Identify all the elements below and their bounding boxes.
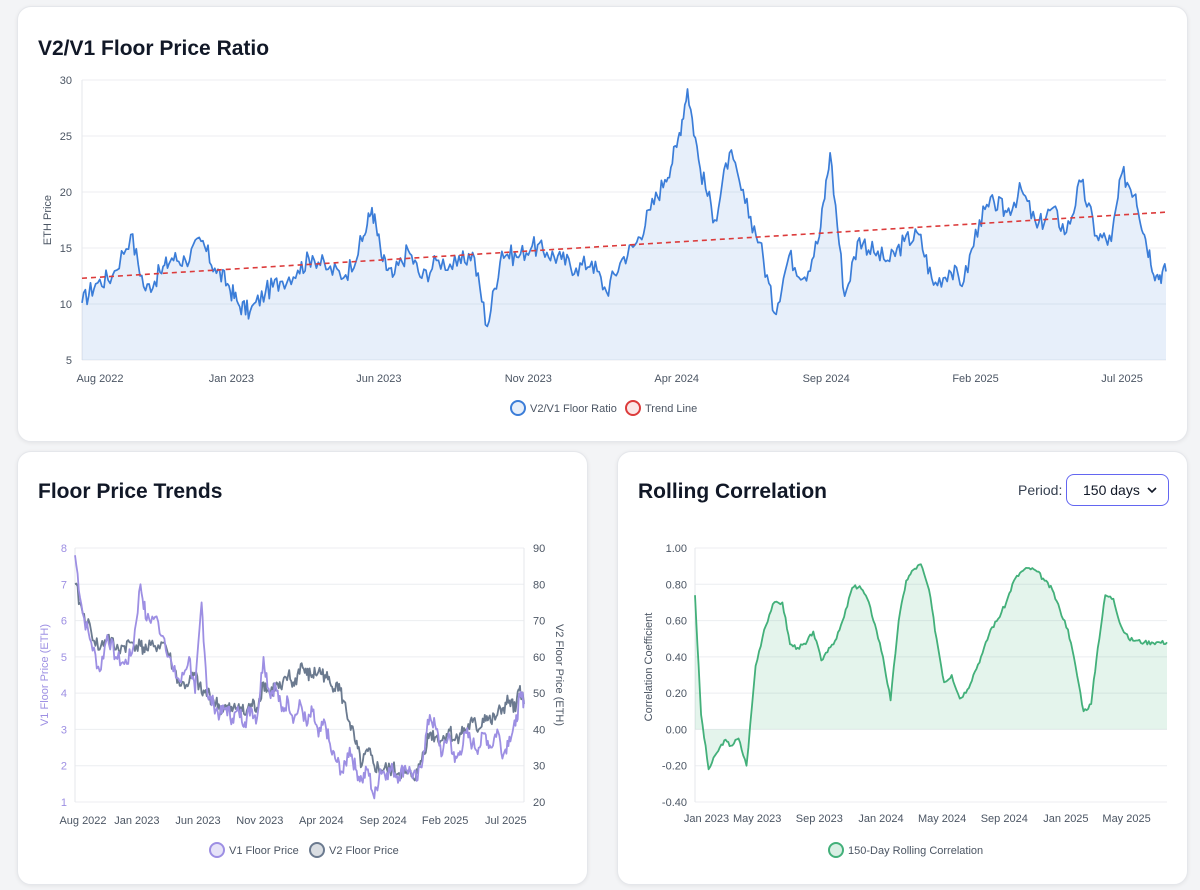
ratio-y-tick: 10 xyxy=(60,299,72,311)
ratio-y-tick: 20 xyxy=(60,187,72,199)
trends-y-tick-left: 6 xyxy=(61,616,67,628)
corr-area xyxy=(695,564,1167,770)
trends-x-tick: Jun 2023 xyxy=(175,815,220,827)
corr-y-tick: -0.40 xyxy=(662,797,687,809)
trends-x-tick: Aug 2022 xyxy=(59,815,106,827)
corr-x-tick: Jan 2025 xyxy=(1043,813,1088,825)
trend-legend-item-label: Trend Line xyxy=(645,403,697,415)
corr-x-tick: Jan 2024 xyxy=(858,813,903,825)
ratio-chart-title: V2/V1 Floor Price Ratio xyxy=(38,37,270,60)
corr-legend-item-swatch xyxy=(828,842,844,858)
chevron-down-icon xyxy=(1147,487,1157,494)
corr-y-tick: 0.20 xyxy=(666,688,687,700)
v1-legend-item-label: V1 Floor Price xyxy=(229,845,299,857)
trends-y-tick-left: 3 xyxy=(61,724,67,736)
ratio-y-tick: 30 xyxy=(60,75,72,87)
corr-y-tick: -0.20 xyxy=(662,761,687,773)
trend-legend-item-swatch xyxy=(625,400,641,416)
trends-y-tick-right: 70 xyxy=(533,616,545,628)
corr-x-tick: May 2025 xyxy=(1102,813,1150,825)
ratio-card: V2/V1 Floor Price Ratio 5 10 15 20 25 30 Aug 2… xyxy=(17,6,1188,442)
trends-y-tick-right: 90 xyxy=(533,543,545,555)
trends-y-tick-left: 1 xyxy=(61,797,67,809)
trends-y-tick-right: 30 xyxy=(533,761,545,773)
ratio-series-line xyxy=(81,88,1167,328)
corr-x-tick: May 2024 xyxy=(918,813,966,825)
corr-y-tick: 0.60 xyxy=(666,616,687,628)
corr-x-tick: Sep 2023 xyxy=(796,813,843,825)
ratio-x-tick: Nov 2023 xyxy=(505,373,552,385)
corr-y-tick: 0.40 xyxy=(666,652,687,664)
ratio-trend-line xyxy=(81,211,1167,280)
ratio-legend-item-label: V2/V1 Floor Ratio xyxy=(530,403,617,415)
correlation-card: Rolling Correlation Period: 150 days -0.… xyxy=(617,451,1188,885)
corr-x-tick: Jan 2023 xyxy=(684,813,729,825)
corr-series-line xyxy=(694,563,1168,771)
trends-y-tick-left: 7 xyxy=(61,579,67,591)
trends-x-tick: Apr 2024 xyxy=(299,815,344,827)
period-select[interactable]: 150 days xyxy=(1066,474,1169,506)
corr-y-axis-label: Correlation Coefficient xyxy=(643,613,655,722)
trends-y-axis-label-left: V1 Floor Price (ETH) xyxy=(39,624,51,726)
corr-x-tick: Sep 2024 xyxy=(981,813,1028,825)
ratio-x-tick: Apr 2024 xyxy=(654,373,699,385)
ratio-y-axis-label: ETH Price xyxy=(42,195,54,245)
trends-x-tick: Feb 2025 xyxy=(422,815,468,827)
period-label: Period: xyxy=(1018,482,1063,498)
trends-chart: 1 20 2 30 3 40 4 50 5 60 6 70 7 80 8 90 Aug 2022 Jan 2023… xyxy=(39,543,565,858)
ratio-area xyxy=(82,89,1166,360)
v2-series-line xyxy=(74,582,525,782)
ratio-x-tick: Sep 2024 xyxy=(803,373,850,385)
trends-y-tick-left: 4 xyxy=(61,688,67,700)
corr-y-tick: 0.00 xyxy=(666,724,687,736)
corr-y-tick: 1.00 xyxy=(666,543,687,555)
trends-card: Floor Price Trends 1 20 2 30 3 40 4 50 5 60 6 70 7 80… xyxy=(17,451,588,885)
ratio-x-tick: Jul 2025 xyxy=(1101,373,1143,385)
ratio-y-tick: 25 xyxy=(60,131,72,143)
ratio-y-tick: 15 xyxy=(60,243,72,255)
v2-legend-item-label: V2 Floor Price xyxy=(329,845,399,857)
trends-y-tick-left: 5 xyxy=(61,652,67,664)
ratio-x-tick: Jun 2023 xyxy=(356,373,401,385)
trends-x-tick: Sep 2024 xyxy=(360,815,407,827)
ratio-x-tick: Feb 2025 xyxy=(952,373,998,385)
corr-y-tick: 0.80 xyxy=(666,579,687,591)
ratio-y-tick: 5 xyxy=(66,355,72,367)
trends-x-tick: Jul 2025 xyxy=(485,815,527,827)
corr-x-tick: May 2023 xyxy=(733,813,781,825)
trends-y-axis-label-right: V2 Floor Price (ETH) xyxy=(553,624,565,726)
trends-x-tick: Nov 2023 xyxy=(236,815,283,827)
corr-legend-item-label: 150-Day Rolling Correlation xyxy=(848,845,983,857)
trends-x-tick: Jan 2023 xyxy=(114,815,159,827)
trends-y-tick-right: 80 xyxy=(533,579,545,591)
v1-series-line xyxy=(74,555,525,800)
correlation-chart: -0.40 -0.20 0.00 0.20 0.40 0.60 0.80 1.00 Jan 20… xyxy=(643,543,1168,858)
trends-y-tick-left: 2 xyxy=(61,761,67,773)
trends-y-tick-right: 20 xyxy=(533,797,545,809)
period-select-value: 150 days xyxy=(1083,482,1140,498)
correlation-chart-title: Rolling Correlation xyxy=(638,480,827,503)
trends-y-tick-left: 8 xyxy=(61,543,67,555)
ratio-legend-item-swatch xyxy=(510,400,526,416)
trends-y-tick-right: 50 xyxy=(533,688,545,700)
ratio-chart: 5 10 15 20 25 30 Aug 2022 Jan 2023 Jun 2023 Nov 2… xyxy=(42,75,1167,416)
trends-chart-title: Floor Price Trends xyxy=(38,480,223,503)
ratio-x-tick: Jan 2023 xyxy=(209,373,254,385)
trends-y-tick-right: 60 xyxy=(533,652,545,664)
trends-y-tick-right: 40 xyxy=(533,724,545,736)
v1-legend-item-swatch xyxy=(209,842,225,858)
ratio-x-tick: Aug 2022 xyxy=(76,373,123,385)
v2-legend-item-swatch xyxy=(309,842,325,858)
